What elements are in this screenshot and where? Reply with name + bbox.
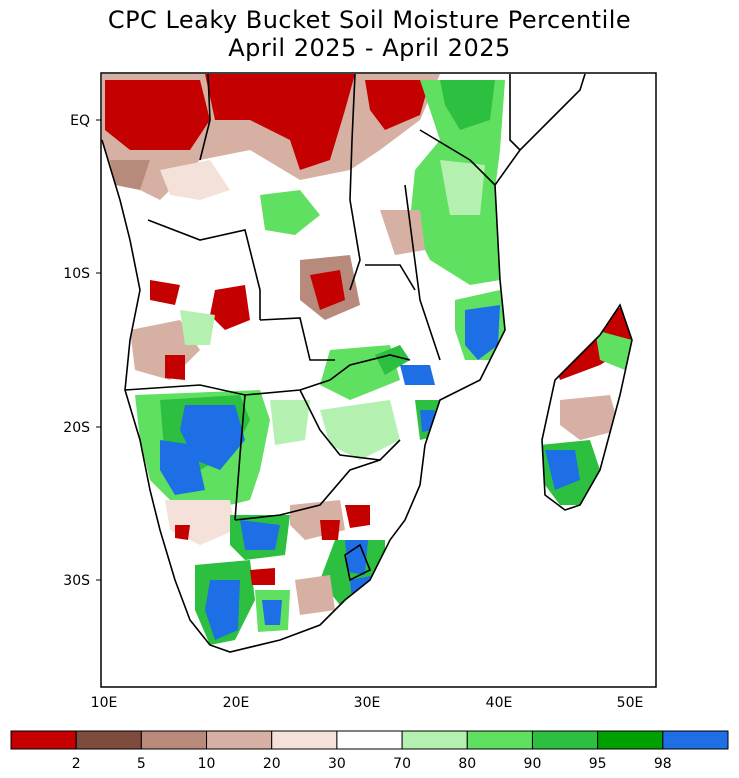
coastline-borders: [101, 73, 633, 653]
colorbar-swatch: [75, 730, 142, 750]
colorbar-swatch: [597, 730, 664, 750]
colorbar-swatch: [271, 730, 338, 750]
lon-tick-label: 10E: [91, 695, 118, 711]
lat-tick-label: 10S: [63, 266, 90, 282]
colorbar-label: 80: [458, 756, 476, 772]
colorbar-swatch: [401, 730, 468, 750]
colorbar-swatch: [10, 730, 77, 750]
lon-axis: 10E 20E 30E 40E 50E: [91, 695, 644, 711]
lon-tick-label: 30E: [354, 695, 381, 711]
colorbar-swatch: [531, 730, 599, 750]
colorbar-swatch: [336, 730, 403, 750]
colorbar-label: 2: [72, 756, 81, 772]
colorbar: 2 5 10 20 30 70 80 90 95 98: [10, 730, 729, 772]
map-title: CPC Leaky Bucket Soil Moisture Percentil…: [107, 6, 632, 34]
lat-tick-label: 20S: [63, 420, 90, 436]
lat-axis: EQ 10S 20S 30S: [63, 113, 101, 589]
colorbar-label: 70: [393, 756, 411, 772]
colorbar-label: 95: [589, 756, 607, 772]
colorbar-label: 10: [198, 756, 216, 772]
lon-tick-label: 50E: [617, 695, 644, 711]
colorbar-swatch: [466, 730, 533, 750]
lon-tick-label: 40E: [486, 695, 513, 711]
colorbar-label: 90: [524, 756, 542, 772]
lat-tick-label: 30S: [63, 573, 90, 589]
map-subtitle: April 2025 - April 2025: [228, 34, 511, 62]
lon-tick-label: 20E: [223, 695, 250, 711]
colorbar-label: 5: [137, 756, 146, 772]
colorbar-swatch: [206, 730, 273, 750]
colorbar-label: 98: [654, 756, 672, 772]
lat-tick-label: EQ: [70, 113, 90, 129]
colorbar-label: 30: [328, 756, 346, 772]
colorbar-label: 20: [263, 756, 281, 772]
colorbar-swatch: [140, 730, 208, 750]
colorbar-swatch: [662, 730, 729, 750]
